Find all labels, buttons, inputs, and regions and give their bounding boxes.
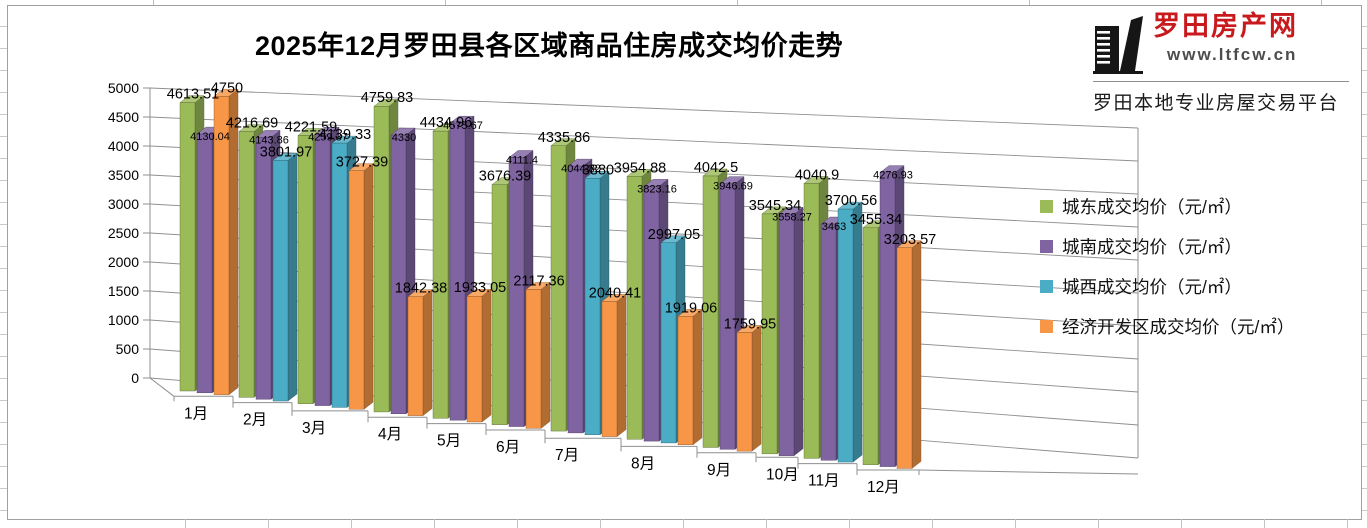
bar-经济开发区-8月[interactable]: [677, 308, 703, 446]
y-axis-tick-label: 5000: [108, 80, 139, 96]
bar-经济开发区-12月[interactable]: [896, 240, 922, 469]
y-axis-tick-label: 2000: [108, 254, 139, 270]
data-label-经济开发区-1月: 4750: [211, 80, 243, 96]
y-axis-tick-label: 2500: [108, 225, 139, 241]
data-label-城东-11月: 4040.9: [795, 167, 839, 183]
logo-divider: [1093, 81, 1349, 82]
y-axis-tick-label: 3000: [108, 196, 139, 212]
logo-building-icon: [1093, 16, 1143, 74]
data-label-城南-8月: 3823.16: [637, 183, 677, 195]
data-label-城东-8月: 3954.88: [614, 160, 666, 176]
data-label-经济开发区-5月: 1933.05: [454, 280, 506, 296]
data-label-城南-4月: 4330: [392, 132, 416, 144]
bar-城西-2月[interactable]: [272, 152, 298, 402]
data-label-经济开发区-6月: 2117.36: [513, 274, 564, 290]
data-labels: 4613.514130.0447504216.694143.863801.974…: [167, 80, 936, 332]
data-label-经济开发区-7月: 2040.41: [589, 285, 641, 301]
data-label-城南-9月: 3946.69: [713, 181, 753, 193]
x-axis-category-label: 5月: [437, 433, 461, 450]
x-axis-category-label: 3月: [302, 420, 326, 437]
x-axis-category-label: 8月: [631, 455, 655, 472]
legend-item-chengdong[interactable]: 城东成交均价（元/㎡）: [1040, 194, 1365, 219]
bar-城南-10月[interactable]: [778, 206, 804, 457]
legend-label: 城东成交均价（元/㎡）: [1062, 197, 1242, 217]
data-label-城南-10月: 3558.27: [772, 211, 812, 223]
x-axis-category-label: 1月: [184, 405, 208, 422]
y-axis-tick-label: 1500: [108, 283, 139, 299]
legend-label: 城南成交均价（元/㎡）: [1062, 237, 1242, 257]
x-axis-category-label: 11月: [808, 473, 840, 490]
bar-经济开发区-5月[interactable]: [466, 288, 492, 423]
data-label-城东-5月: 4434.96: [420, 115, 472, 131]
data-label-城南-11月: 3463: [822, 221, 846, 233]
x-axis-category-label: 12月: [867, 479, 900, 496]
data-label-城西-2月: 3801.97: [260, 144, 312, 160]
x-axis-category-label: 4月: [378, 426, 402, 443]
data-label-经济开发区-9月: 1759.95: [724, 316, 776, 332]
data-label-城南-3月: 4259.37: [308, 131, 348, 143]
bar-经济开发区-4月[interactable]: [407, 289, 433, 417]
data-label-城南-6月: 4111.4: [506, 155, 538, 167]
chart-legend[interactable]: 城东成交均价（元/㎡） 城南成交均价（元/㎡） 城西成交均价（元/㎡） 经济开发…: [1040, 194, 1365, 354]
data-label-城东-6月: 3676.39: [479, 169, 531, 185]
bar-经济开发区-3月[interactable]: [348, 163, 374, 410]
series-bars: [179, 88, 922, 469]
data-label-城南-12月: 4276.93: [873, 170, 913, 182]
data-label-经济开发区-8月: 1919.06: [665, 300, 717, 316]
data-label-城东-4月: 4759.83: [361, 90, 413, 106]
logo-site-name: 罗田房产网: [1153, 11, 1298, 41]
legend-swatch-chengnan: [1040, 240, 1053, 253]
bar-经济开发区-6月[interactable]: [525, 282, 551, 429]
legend-label: 经济开发区成交均价（元/㎡）: [1062, 317, 1295, 337]
data-label-城南-7月: 4044.82: [561, 163, 601, 175]
data-label-城东-12月: 3455.34: [850, 212, 902, 228]
data-label-城南-1月: 4130.04: [190, 131, 230, 143]
x-axis-category-label: 10月: [766, 466, 799, 483]
bar-经济开发区-9月[interactable]: [736, 325, 762, 452]
legend-label: 城西成交均价（元/㎡）: [1062, 277, 1242, 297]
legend-swatch-chengxi: [1040, 280, 1053, 293]
bar-经济开发区-1月[interactable]: [213, 88, 239, 396]
y-axis-tick-label: 500: [116, 341, 140, 357]
legend-swatch-jingkaiqu: [1040, 320, 1053, 333]
data-label-城东-2月: 4216.69: [226, 116, 278, 132]
logo-site-url[interactable]: www.ltfcw.cn: [1167, 44, 1298, 64]
logo-tagline: 罗田本地专业房屋交易平台: [1093, 93, 1340, 114]
data-label-城东-9月: 4042.5: [694, 160, 738, 176]
legend-item-jingkaiqu[interactable]: 经济开发区成交均价（元/㎡）: [1040, 314, 1365, 339]
data-label-城东-1月: 4613.51: [167, 87, 219, 103]
y-axis-tick-label: 4500: [108, 109, 139, 125]
data-label-城南-2月: 4143.86: [249, 134, 289, 146]
bar-城西-11月[interactable]: [837, 201, 863, 463]
x-axis-category-label: 7月: [555, 447, 579, 464]
category-axis: 1月 2月 3月 4月 5月 6月 7月 8月 9月 10月 11月 12月: [149, 377, 1139, 496]
data-label-城西-7月: 3880: [582, 162, 614, 178]
legend-item-chengnan[interactable]: 城南成交均价（元/㎡）: [1040, 234, 1365, 259]
x-axis-category-label: 6月: [496, 439, 520, 456]
data-label-城西-11月: 3700.56: [825, 193, 877, 209]
data-label-城东-10月: 3545.34: [749, 198, 801, 214]
data-label-经济开发区-3月: 3727.39: [336, 155, 388, 171]
x-axis-category-label: 9月: [707, 462, 731, 479]
data-label-经济开发区-12月: 3203.57: [884, 232, 936, 248]
y-axis-tick-label: 0: [131, 370, 139, 386]
data-label-城西-8月: 2997.05: [648, 227, 700, 243]
y-axis-tick-label: 4000: [108, 138, 139, 154]
data-label-城东-7月: 4335.86: [538, 130, 590, 146]
data-label-城西-3月: 4139.33: [319, 127, 371, 143]
y-axis-tick-label: 1000: [108, 312, 139, 328]
y-axis-tick-label: 3500: [108, 167, 139, 183]
logo-block: 罗田房产网 www.ltfcw.cn 罗田本地专业房屋交易平台: [1093, 11, 1355, 115]
data-label-经济开发区-4月: 1842.38: [395, 281, 447, 297]
data-label-城东-3月: 4221.59: [285, 119, 337, 135]
bar-经济开发区-7月[interactable]: [601, 293, 627, 437]
data-label-城南-5月: 4575.67: [443, 120, 483, 132]
chart-title[interactable]: 2025年12月罗田县各区域商品住房成交均价走势: [255, 31, 844, 61]
legend-item-chengxi[interactable]: 城西成交均价（元/㎡）: [1040, 274, 1365, 299]
x-axis-category-label: 2月: [243, 412, 267, 429]
legend-swatch-chengdong: [1040, 200, 1053, 213]
